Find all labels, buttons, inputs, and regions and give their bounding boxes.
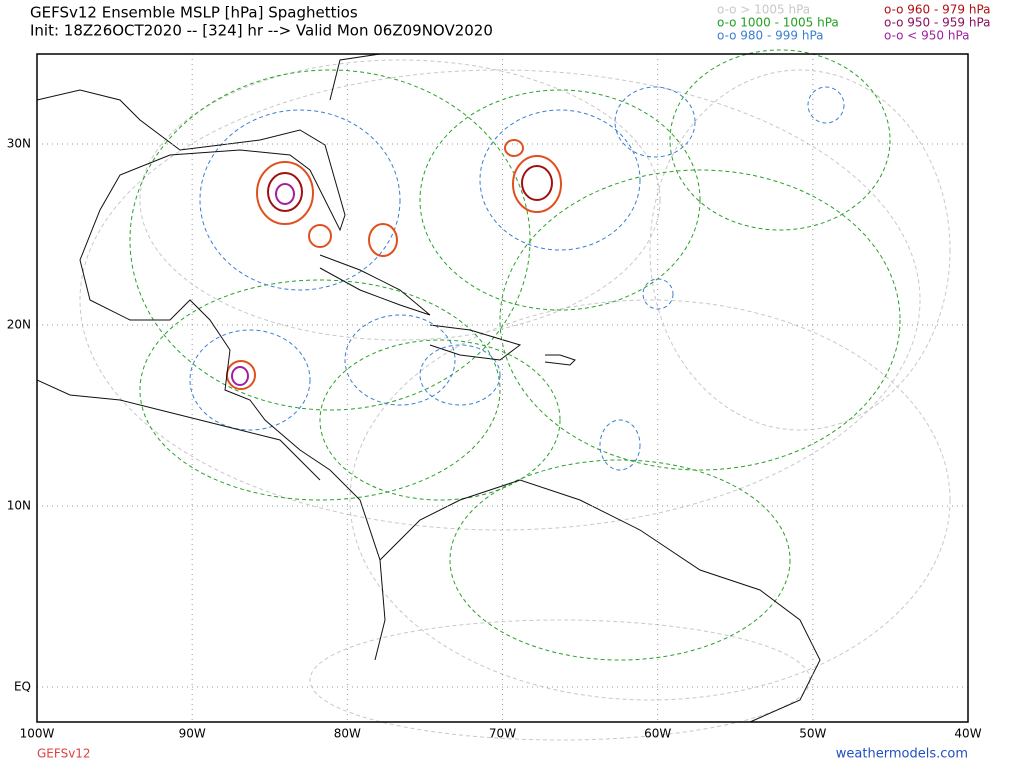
legend-entry: o-o 1000 - 1005 hPa xyxy=(717,16,839,30)
lat-label: 20N xyxy=(7,318,31,332)
lat-label: EQ xyxy=(14,680,31,694)
lat-label: 10N xyxy=(7,499,31,513)
lon-label: 60W xyxy=(644,727,671,741)
map-frame xyxy=(36,53,969,723)
lon-label: 70W xyxy=(489,727,516,741)
legend-entry: o-o 950 - 959 hPa xyxy=(884,16,991,30)
lon-label: 50W xyxy=(799,727,826,741)
coastlines xyxy=(36,53,821,723)
title: GEFSv12 Ensemble MSLP [hPa] Spaghettios xyxy=(30,4,358,22)
lon-label: 100W xyxy=(20,727,55,741)
map-area xyxy=(36,49,969,741)
lon-label: 80W xyxy=(334,727,361,741)
lon-label: 90W xyxy=(179,727,206,741)
contours xyxy=(79,49,951,741)
lon-label: 40W xyxy=(954,727,981,741)
legend-entry: o-o < 950 hPa xyxy=(884,29,970,43)
subtitle: Init: 18Z26OCT2020 -- [324] hr --> Valid… xyxy=(30,22,493,40)
legend-entry: o-o 980 - 999 hPa xyxy=(717,29,824,43)
graticule xyxy=(36,54,969,722)
legend-entry: o-o > 1005 hPa xyxy=(717,3,810,17)
model-name: GEFSv12 xyxy=(37,747,91,761)
legend-entry: o-o 960 - 979 hPa xyxy=(884,3,991,17)
site-name: weathermodels.com xyxy=(836,747,968,762)
lat-label: 30N xyxy=(7,137,31,151)
